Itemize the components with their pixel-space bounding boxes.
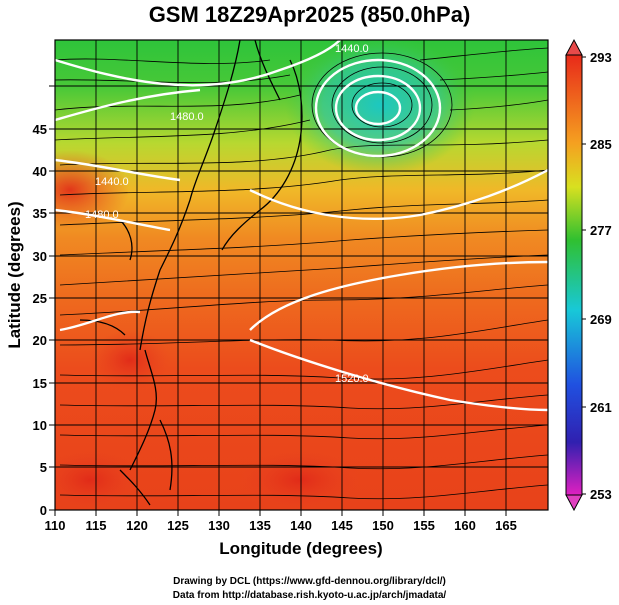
x-tick-marks — [54, 510, 507, 516]
colorbar-tick-label: 277 — [590, 223, 612, 238]
x-tick-label: 160 — [454, 518, 476, 533]
temperature-field — [55, 40, 548, 510]
x-tick-label: 145 — [331, 518, 353, 533]
contour-label: 1480.0 — [170, 111, 204, 123]
colorbar-tick-label: 253 — [590, 487, 612, 502]
x-tick-label: 125 — [167, 518, 189, 533]
contour-labels: 1440.0 1480.0 1480.0 1440.0 1520.0 — [85, 43, 369, 385]
height-contours — [55, 40, 548, 412]
y-tick-label: 10 — [33, 418, 47, 433]
y-tick-label: 5 — [40, 460, 47, 475]
contour-label: 1480.0 — [85, 209, 119, 221]
y-axis-title: Latitude (degrees) — [5, 201, 24, 348]
x-tick-label: 110 — [45, 518, 66, 533]
y-tick-label: 25 — [33, 291, 47, 306]
x-tick-label: 150 — [372, 518, 394, 533]
x-tick-label: 135 — [249, 518, 271, 533]
x-tick-label: 115 — [86, 518, 107, 533]
y-tick-label: 35 — [33, 206, 47, 221]
x-tick-label: 140 — [290, 518, 312, 533]
y-tick-label: 15 — [33, 376, 47, 391]
contour-label: 1520.0 — [335, 373, 369, 385]
colorbar-tick-label: 285 — [590, 137, 612, 152]
x-tick-labels: 110 115 120 125 130 135 140 145 150 155 … — [45, 518, 517, 533]
colorbar-tick-label: 293 — [590, 50, 612, 65]
coastlines — [79, 40, 303, 506]
credit-line-dcl: Drawing by DCL (https://www.gfd-dennou.o… — [173, 576, 446, 587]
x-tick-label: 120 — [126, 518, 148, 533]
y-tick-labels: 0 5 10 15 20 25 30 35 40 45 — [33, 122, 47, 518]
colorbar-tick-label: 269 — [590, 312, 612, 327]
y-tick-marks — [49, 85, 55, 511]
y-tick-label: 45 — [33, 122, 47, 137]
x-tick-label: 165 — [495, 518, 517, 533]
y-tick-label: 30 — [33, 249, 47, 264]
map-title: GSM 18Z29Apr2025 (850.0hPa) — [148, 2, 471, 27]
wind-streamlines — [55, 47, 548, 500]
contour-label: 1440.0 — [335, 43, 369, 55]
grid-lines — [55, 40, 548, 510]
colorbar: 293 285 277 269 261 253 — [565, 38, 612, 512]
x-tick-label: 155 — [413, 518, 435, 533]
y-tick-label: 40 — [33, 164, 47, 179]
credit-line-data-source: Data from http://database.rish.kyoto-u.a… — [172, 590, 447, 601]
colorbar-tick-label: 261 — [590, 400, 612, 415]
x-axis-title: Longitude (degrees) — [219, 539, 382, 558]
x-tick-label: 130 — [208, 518, 230, 533]
colorbar-gradient — [565, 54, 583, 496]
contour-label: 1440.0 — [95, 176, 129, 188]
colorbar-bottom-arrow — [565, 494, 583, 512]
y-tick-label: 20 — [33, 333, 47, 348]
colorbar-top-arrow — [565, 38, 583, 56]
y-tick-label: 0 — [40, 503, 47, 518]
